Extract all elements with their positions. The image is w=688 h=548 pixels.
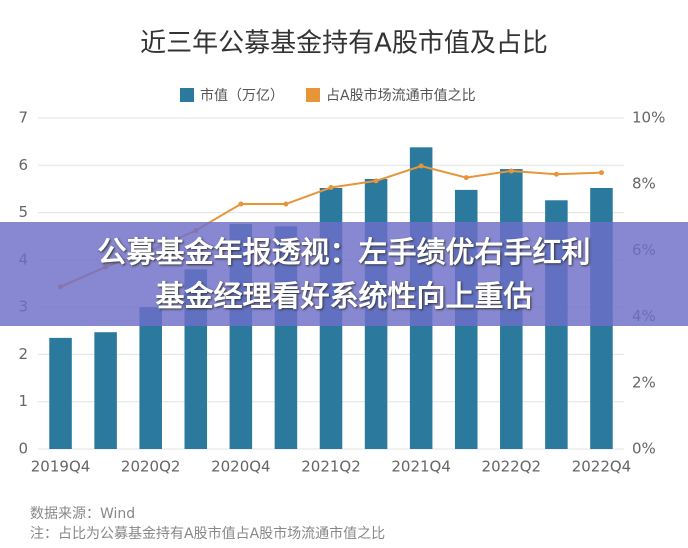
y-tick-label: 6 — [18, 156, 28, 174]
bar — [139, 307, 162, 449]
y-tick-label: 5 — [18, 203, 28, 221]
y-tick-label: 0 — [18, 440, 28, 458]
source: 数据来源：Wind — [30, 506, 135, 522]
line-marker — [238, 201, 244, 207]
x-tick-label: 2020Q2 — [121, 458, 181, 476]
legend-swatch — [306, 88, 320, 102]
banner-line: 基金经理看好系统性向上重估 — [155, 279, 533, 313]
line-marker — [508, 168, 514, 174]
bar — [49, 337, 72, 449]
bar — [94, 332, 117, 449]
y2-tick-label: 2% — [632, 373, 656, 391]
y2-tick-label: 10% — [632, 109, 665, 127]
x-tick-label: 2021Q2 — [301, 458, 361, 476]
x-tick-label: 2020Q4 — [211, 458, 271, 476]
line-marker — [283, 201, 289, 207]
x-tick-label: 2022Q2 — [482, 458, 542, 476]
line-marker — [373, 178, 379, 184]
line-marker — [328, 185, 334, 191]
y2-tick-label: 8% — [632, 175, 656, 193]
legend-label: 市值（万亿） — [200, 87, 284, 104]
line-marker — [418, 163, 424, 169]
note: 注：占比为公募基金持有A股市值占A股市场流通市值之比 — [30, 525, 385, 542]
x-tick-label: 2021Q4 — [391, 458, 451, 476]
y-tick-label: 7 — [18, 109, 28, 127]
banner: 公募基金年报透视：左手绩优右手红利 基金经理看好系统性向上重估 — [0, 222, 688, 326]
x-tick-label: 2022Q4 — [572, 458, 632, 476]
legend-swatch — [180, 88, 194, 102]
legend-label: 占A股市场流通市值之比 — [326, 87, 476, 104]
banner-line: 公募基金年报透视：左手绩优右手红利 — [97, 235, 591, 269]
y-tick-label: 1 — [18, 392, 28, 410]
y-tick-label: 2 — [18, 345, 28, 363]
x-tick-label: 2019Q4 — [31, 458, 91, 476]
y2-tick-label: 0% — [632, 440, 656, 458]
line-marker — [598, 170, 604, 176]
line-marker — [553, 171, 559, 177]
chart-title: 近三年公募基金持有A股市值及占比 — [140, 29, 548, 59]
line-marker — [463, 175, 469, 181]
